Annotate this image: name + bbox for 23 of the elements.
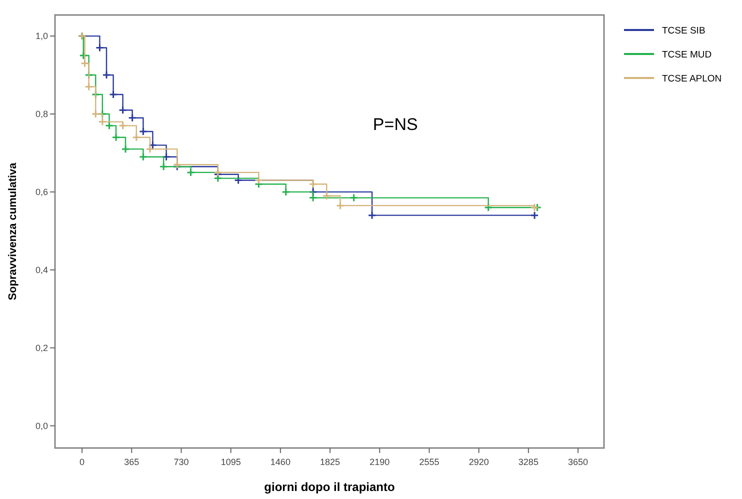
x-tick-label: 1095 [220, 457, 241, 467]
x-tick-label: 2190 [370, 457, 390, 467]
x-axis-title: giorni dopo il trapianto [264, 480, 395, 494]
x-tick-label: 1825 [320, 457, 340, 467]
x-tick-label: 0 [80, 457, 85, 467]
y-tick-label: 0,8 [35, 108, 48, 119]
y-tick-label: 0,0 [35, 420, 48, 431]
x-tick-label: 730 [174, 457, 189, 467]
y-axis-title: Sopravvivenza cumulativa [7, 162, 19, 300]
x-tick-label: 3650 [568, 457, 588, 467]
x-tick-label: 2555 [419, 457, 440, 467]
x-tick-label: 2920 [468, 457, 489, 467]
legend-label: TCSE SIB [662, 26, 706, 36]
y-tick-label: 0,6 [35, 186, 48, 197]
y-tick-label: 0,2 [35, 342, 48, 353]
legend-label: TCSE MUD [662, 50, 712, 60]
annotation: P=NS [372, 115, 418, 134]
x-tick-label: 3285 [518, 457, 538, 467]
y-tick-label: 1,0 [35, 31, 48, 42]
legend-label: TCSE APLON [662, 74, 722, 84]
x-tick-label: 1460 [270, 457, 290, 467]
x-tick-label: 365 [124, 457, 140, 467]
y-tick-label: 0,4 [35, 264, 48, 275]
